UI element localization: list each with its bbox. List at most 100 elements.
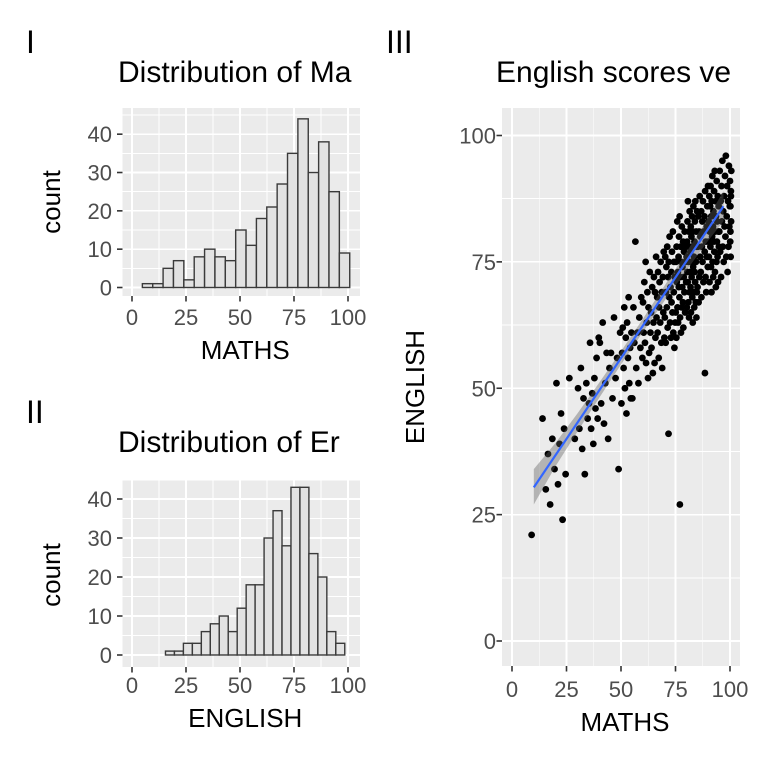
data-point: [694, 283, 701, 291]
histogram-bar: [297, 118, 309, 289]
data-point: [718, 157, 726, 165]
data-point: [643, 288, 651, 296]
data-point: [607, 349, 615, 357]
histogram-bar: [328, 190, 341, 289]
histogram-bar: [290, 486, 301, 656]
x-tick-label: 25: [174, 673, 198, 698]
data-point: [630, 303, 637, 311]
panel-tag-iii: III: [386, 24, 413, 60]
data-point: [706, 278, 713, 286]
data-point: [649, 369, 657, 377]
data-point: [621, 384, 629, 392]
data-point: [581, 470, 589, 478]
y-axis-title: count: [36, 542, 66, 606]
data-point: [657, 258, 665, 266]
data-point: [727, 218, 735, 225]
histogram-bar: [245, 584, 256, 656]
data-point: [695, 298, 703, 306]
data-point: [647, 329, 654, 337]
data-point: [716, 248, 724, 256]
x-tick-label: 100: [330, 305, 367, 330]
x-tick-label: 100: [330, 673, 367, 698]
data-point: [648, 283, 656, 291]
histogram-bar: [255, 217, 268, 289]
data-point: [637, 344, 644, 352]
data-point: [646, 268, 654, 276]
data-point: [663, 303, 671, 311]
data-point: [640, 278, 648, 286]
data-point: [623, 410, 630, 417]
histogram-bar: [141, 282, 154, 289]
data-point: [678, 223, 686, 230]
data-point: [719, 243, 727, 251]
data-point: [612, 374, 619, 382]
data-point: [620, 303, 628, 311]
data-point: [654, 329, 662, 337]
data-point: [666, 233, 674, 241]
histogram-bar: [263, 537, 274, 656]
histogram-bar: [200, 630, 211, 656]
data-point: [665, 430, 672, 438]
data-point: [589, 440, 597, 448]
data-point: [668, 248, 676, 256]
histogram-bar: [209, 623, 220, 656]
data-point: [675, 253, 682, 261]
histogram-bar: [281, 545, 292, 656]
histogram-bar: [172, 259, 185, 289]
data-point: [679, 324, 687, 331]
data-point: [713, 177, 721, 185]
data-point: [691, 278, 699, 286]
data-point: [698, 243, 706, 251]
data-point: [574, 384, 582, 392]
data-point: [706, 243, 714, 251]
histogram-bar: [338, 252, 351, 289]
data-point: [661, 314, 669, 321]
data-point: [619, 324, 627, 331]
data-point: [702, 288, 710, 296]
data-point: [677, 329, 685, 337]
y-tick-label: 25: [472, 503, 496, 528]
data-point: [686, 207, 694, 215]
histogram-bar: [234, 229, 247, 289]
data-point: [586, 339, 594, 347]
data-point: [675, 233, 683, 241]
data-point: [727, 167, 735, 175]
data-point: [600, 420, 608, 428]
histogram-bar: [182, 642, 194, 656]
english-histogram-chart: 0 25 50 75 100 0 10 20 30 40 ENGLISH count: [36, 480, 367, 733]
data-point: [718, 218, 726, 225]
y-tick-label: 20: [88, 565, 112, 590]
x-tick-label: 50: [228, 673, 252, 698]
data-point: [663, 243, 671, 251]
data-point: [615, 465, 623, 473]
data-point: [692, 258, 700, 266]
data-point: [684, 218, 691, 225]
data-point: [632, 364, 640, 372]
data-point: [620, 364, 628, 372]
data-point: [623, 319, 631, 326]
data-point: [565, 374, 573, 382]
data-point: [588, 389, 596, 397]
x-tick-label: 0: [506, 677, 518, 702]
data-point: [638, 354, 646, 362]
data-point: [644, 374, 652, 382]
y-tick-label: 40: [88, 487, 112, 512]
data-point: [575, 425, 583, 433]
scatter-chart: 0 25 50 75 100 0 25 50 75 100 MATHS ENGLISH: [400, 108, 748, 737]
data-point: [593, 354, 600, 362]
data-point: [539, 415, 546, 422]
data-point: [653, 314, 660, 321]
data-point: [609, 394, 616, 402]
data-point: [639, 298, 647, 306]
data-point: [710, 207, 717, 215]
data-point: [718, 182, 725, 190]
histogram-bar: [299, 486, 310, 656]
data-point: [717, 273, 725, 281]
data-point: [722, 233, 729, 241]
data-point: [640, 329, 648, 337]
data-point: [616, 329, 624, 337]
histogram-bar: [317, 141, 330, 289]
data-point: [679, 298, 687, 306]
data-point: [597, 400, 605, 407]
data-point: [710, 187, 718, 195]
